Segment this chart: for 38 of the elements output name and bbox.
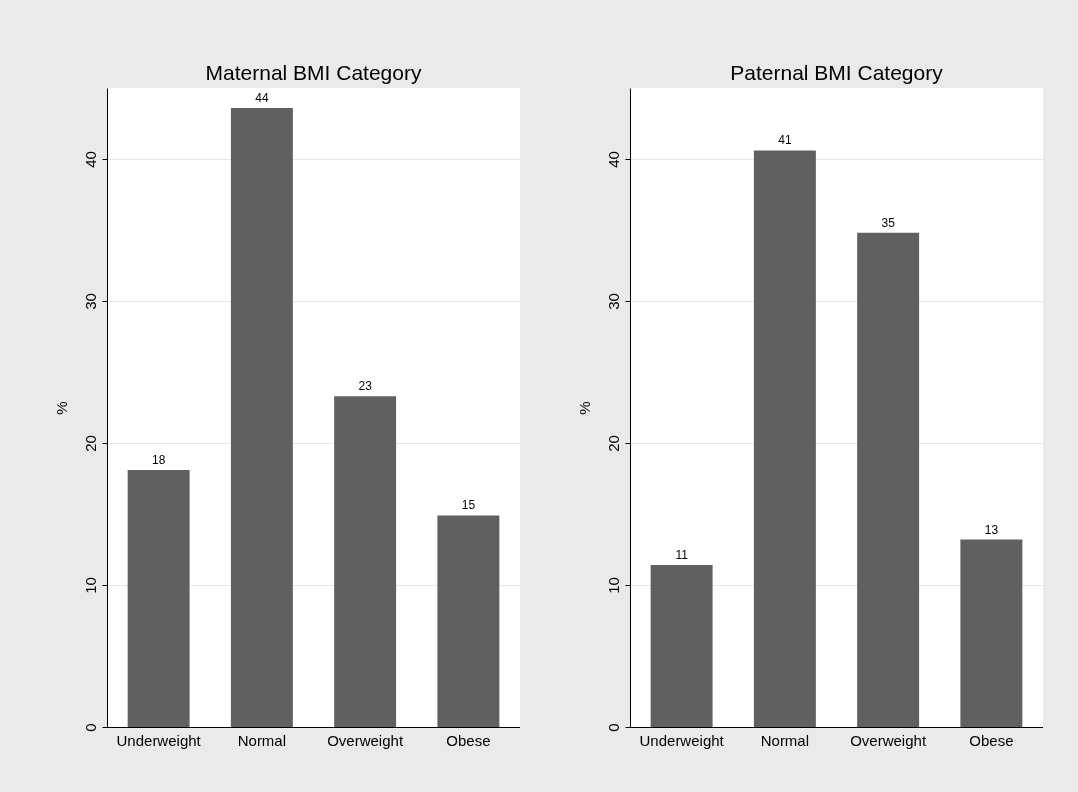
- data-label: 13: [984, 522, 999, 537]
- y-tick-label: 40: [81, 151, 99, 168]
- x-tick-label: Overweight: [850, 731, 927, 749]
- data-label: 44: [255, 90, 269, 105]
- bar: [334, 396, 397, 727]
- bar: [437, 515, 500, 727]
- y-tick-label: 10: [81, 577, 99, 594]
- y-tick-label: 10: [604, 577, 622, 594]
- x-tick-label: Obese: [969, 731, 1014, 749]
- chart-title: Paternal BMI Category: [730, 61, 944, 84]
- bar: [230, 107, 293, 727]
- bar: [650, 565, 713, 727]
- data-label: 35: [881, 215, 896, 230]
- y-tick-label: 30: [81, 293, 99, 310]
- y-tick-label: 30: [604, 293, 622, 310]
- data-label: 23: [358, 379, 373, 394]
- x-tick-label: Obese: [446, 731, 491, 749]
- data-label: 18: [151, 452, 166, 467]
- x-tick-label: Underweight: [116, 731, 202, 749]
- y-axis-title: %: [575, 401, 593, 415]
- bar: [960, 539, 1023, 727]
- data-label: 15: [461, 498, 476, 513]
- bar: [857, 232, 920, 727]
- y-axis-title: %: [52, 401, 70, 415]
- data-label: 11: [675, 548, 689, 563]
- bar: [127, 469, 190, 727]
- x-tick-label: Normal: [237, 731, 287, 749]
- y-tick-label: 20: [604, 435, 622, 452]
- chart-title: Maternal BMI Category: [205, 61, 422, 84]
- y-tick-label: 20: [81, 435, 99, 452]
- x-tick-label: Underweight: [639, 731, 725, 749]
- x-tick-label: Normal: [760, 731, 810, 749]
- x-tick-label: Overweight: [327, 731, 404, 749]
- bar: [753, 150, 816, 727]
- data-label: 41: [778, 133, 792, 148]
- y-tick-label: 0: [604, 723, 622, 732]
- y-tick-label: 40: [604, 151, 622, 168]
- y-tick-label: 0: [81, 723, 99, 732]
